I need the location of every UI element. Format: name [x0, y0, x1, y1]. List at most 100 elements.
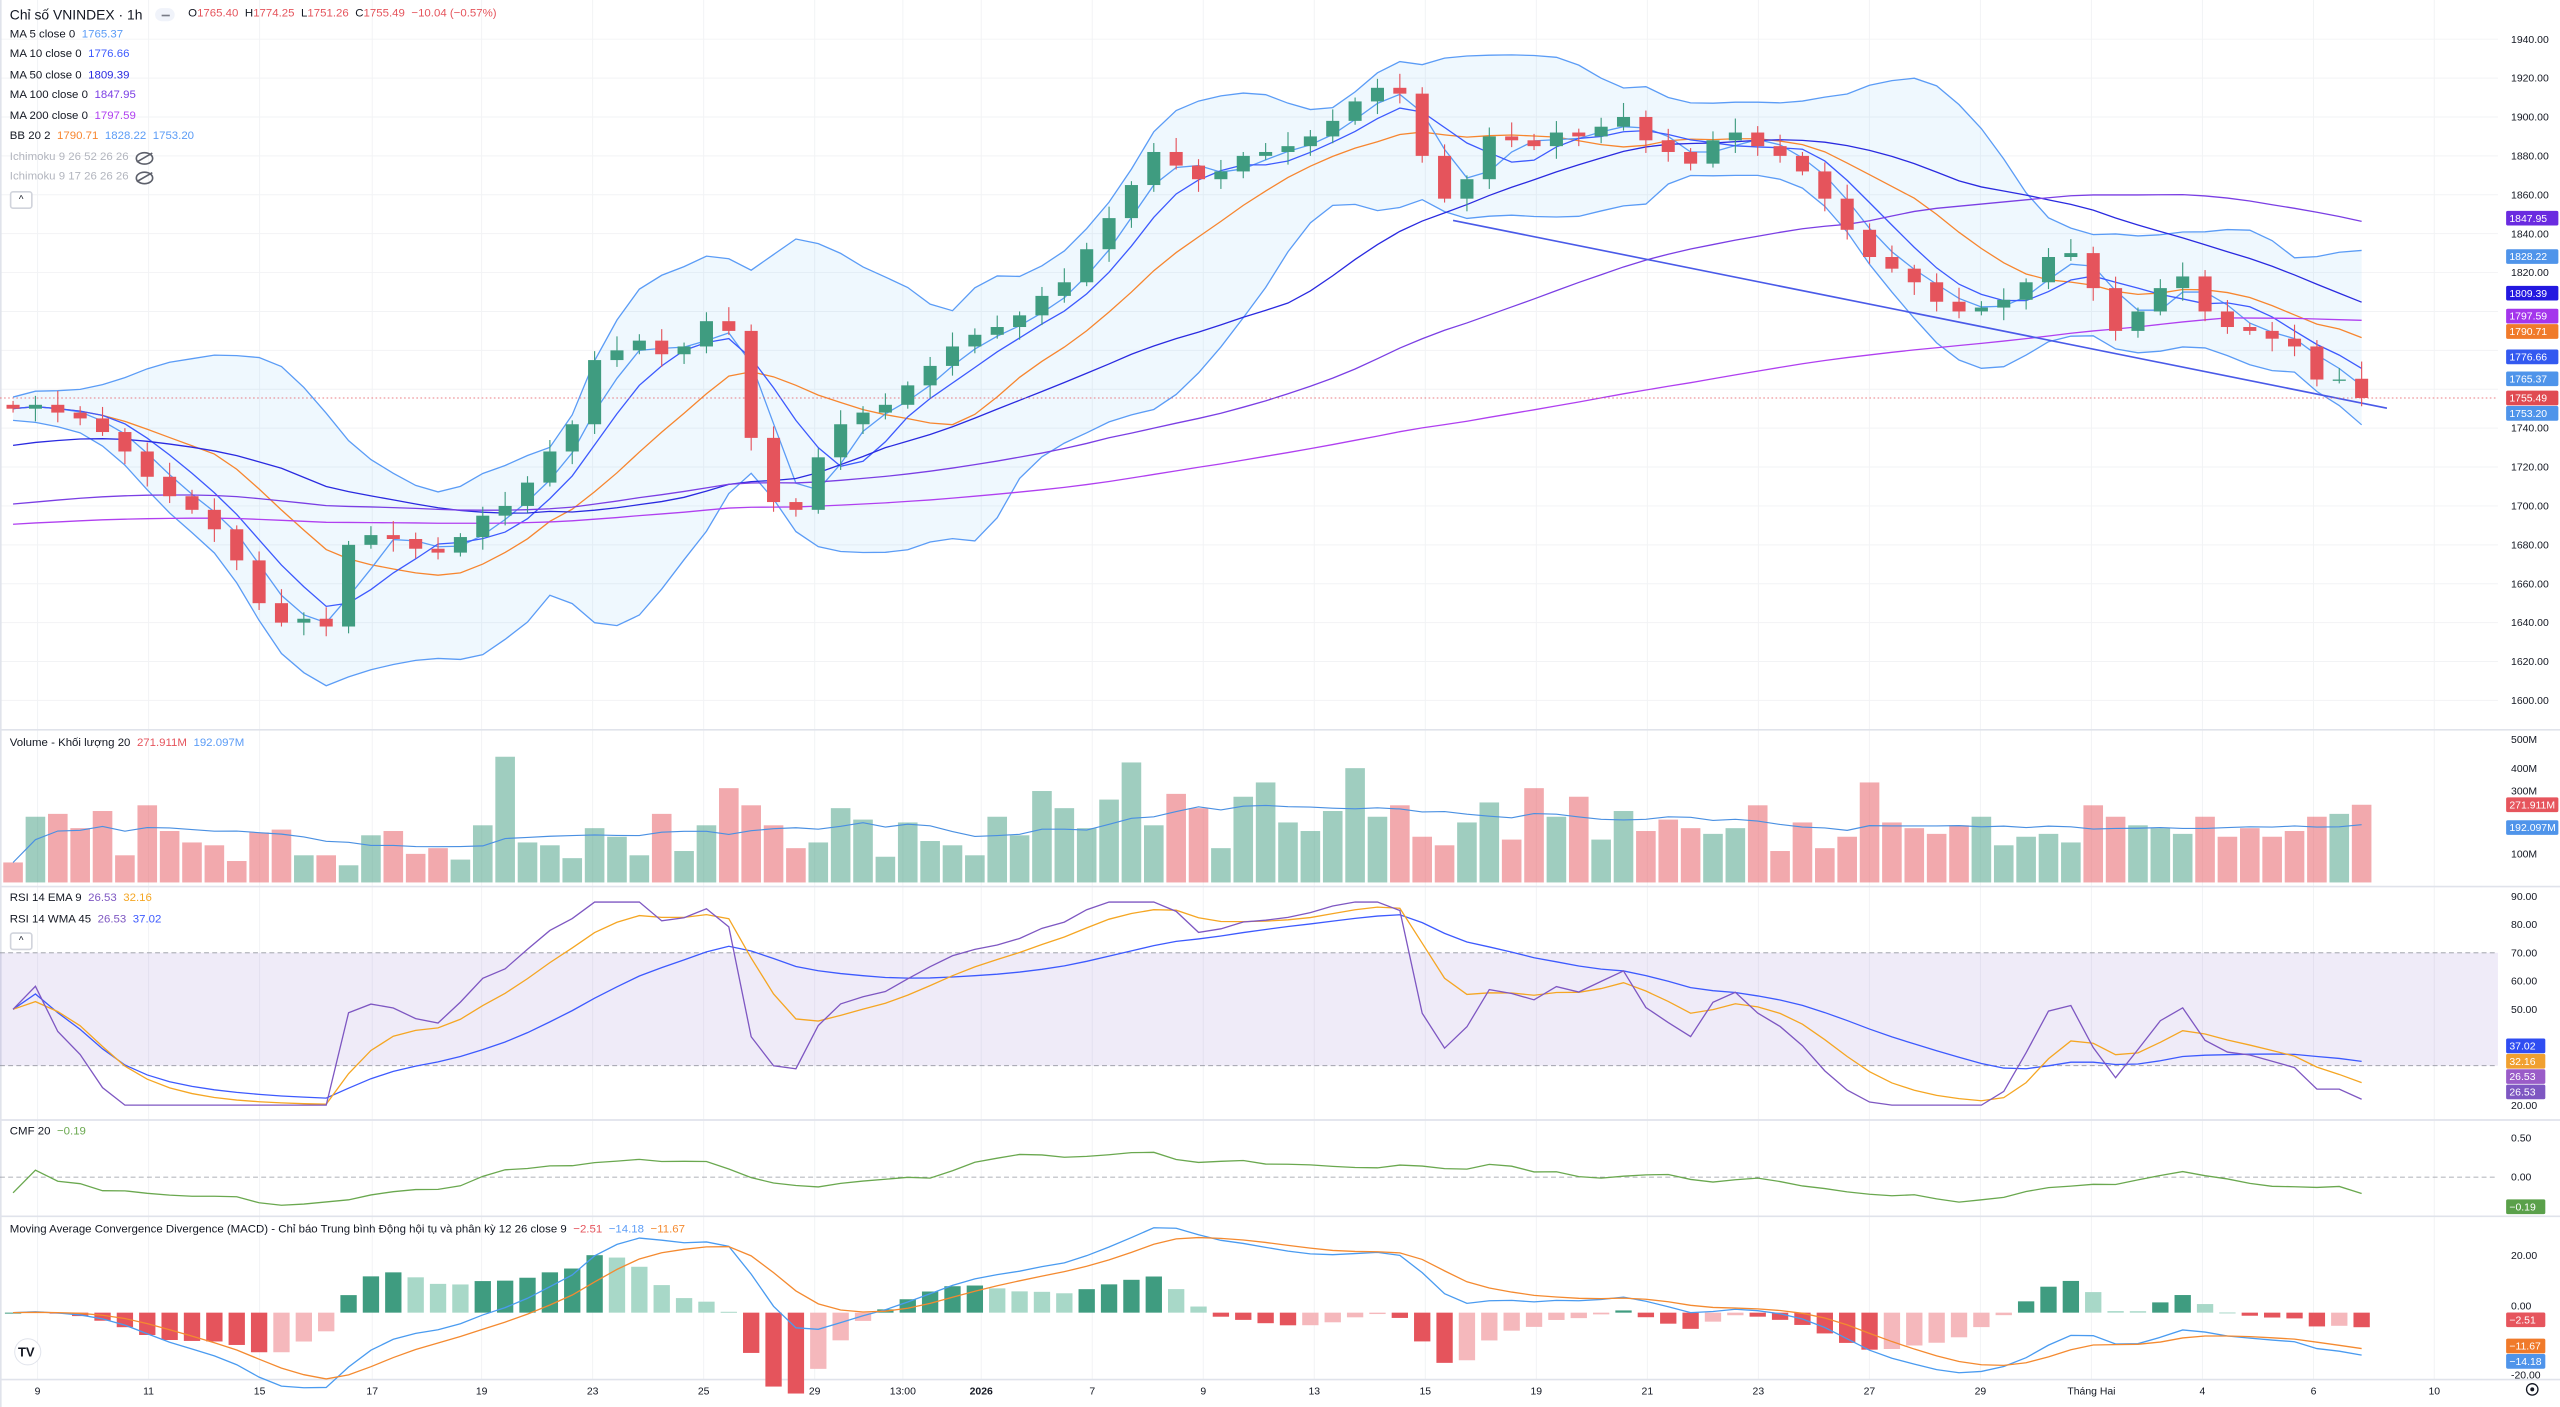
- macd-histogram-bar: [854, 1312, 872, 1321]
- rsi-pane[interactable]: [0, 901, 2498, 1106]
- macd-histogram-bar: [474, 1281, 491, 1313]
- volume-bar: [1658, 819, 1679, 883]
- candle: [923, 356, 937, 399]
- candle-body: [990, 327, 1004, 335]
- macd-histogram-bar: [1235, 1312, 1252, 1320]
- price-tick-label: 1860.00: [2511, 190, 2549, 201]
- macd-histogram-bar: [1056, 1293, 1073, 1313]
- candle-body: [1370, 87, 1384, 102]
- candle-body: [1795, 155, 1809, 172]
- candle: [1080, 242, 1094, 287]
- volume-bar: [1211, 848, 1231, 883]
- collapse-rsi-legend-button[interactable]: ^: [9, 932, 33, 951]
- badge-label: 1753.20: [2509, 409, 2547, 420]
- volume-bar: [450, 859, 471, 883]
- cmf-pane[interactable]: [0, 1151, 2498, 1206]
- hidden-eye-icon[interactable]: [135, 171, 154, 185]
- candle-body: [744, 330, 758, 438]
- macd-histogram-bar: [1637, 1312, 1655, 1318]
- indicator-ma5[interactable]: MA 5 close 0 1765.37: [9, 28, 124, 40]
- bollinger-band-fill: [13, 54, 2362, 686]
- candle: [1057, 268, 1071, 303]
- candle-body: [1415, 93, 1429, 156]
- macd-pane[interactable]: [4, 1227, 2370, 1394]
- candle-body: [1393, 87, 1407, 94]
- bollinger-upper-line: [12, 54, 2362, 493]
- volume-bar: [383, 831, 404, 883]
- price-axis[interactable]: 1940.00 1920.00 1900.00 1880.00 1860.00 1840.…: [2511, 35, 2549, 1382]
- indicator-ichimoku-1[interactable]: Ichimoku 9 26 52 26 26: [10, 148, 497, 168]
- collapse-legend-button[interactable]: ^: [9, 191, 33, 209]
- badge-bg: [2506, 349, 2559, 365]
- indicator-ma10[interactable]: MA 10 close 0 1776.66: [9, 48, 130, 61]
- cmf-legend[interactable]: CMF 20 −0.19: [9, 1126, 86, 1138]
- macd-legend[interactable]: Moving Average Convergence Divergence (M…: [9, 1224, 685, 1236]
- bollinger-lower-line: [13, 174, 2363, 687]
- macd-histogram-bar: [944, 1286, 961, 1313]
- candle-body: [2131, 311, 2145, 331]
- badge-label: −11.67: [2509, 1342, 2541, 1353]
- symbol-title[interactable]: Chỉ số VNINDEX · 1h: [9, 6, 143, 23]
- rsi-legend[interactable]: RSI 14 EMA 9 26.53 32.16 RSI 14 WMA 45 26.5…: [9, 893, 162, 925]
- badge-label: −14.18: [2509, 1357, 2541, 1368]
- candle-body: [230, 529, 244, 561]
- time-label: 6: [2311, 1386, 2317, 1397]
- price-tick-label: 1740.00: [2511, 424, 2549, 435]
- volume-bar: [1345, 768, 1365, 883]
- candle: [2064, 239, 2078, 261]
- candle-body: [1706, 140, 1720, 164]
- volume-bar: [115, 855, 135, 883]
- candle: [1863, 223, 1877, 264]
- volume-bar: [1054, 808, 1075, 883]
- bollinger-basis-line: [13, 131, 2362, 576]
- time-label: 23: [587, 1386, 599, 1397]
- candle: [118, 428, 132, 465]
- candle: [2198, 270, 2212, 322]
- volume-bar: [1322, 811, 1343, 883]
- candle-body: [1728, 132, 1742, 141]
- candle-body: [2176, 276, 2190, 289]
- indicator-ma100[interactable]: MA 100 close 0 1847.95: [9, 89, 136, 102]
- volume-bar: [1792, 822, 1813, 883]
- price-pane[interactable]: [0, 54, 2498, 687]
- volume-legend[interactable]: Volume - Khối lượng 20 271.911M 192.097M: [9, 737, 245, 750]
- hidden-eye-icon[interactable]: [135, 151, 154, 165]
- time-axis[interactable]: 9 11 15 17 19 23 25 29 13:00 2026 7 9 13 15 19 21 23 27 29…: [35, 1386, 2441, 1397]
- volume-bar: [1032, 791, 1052, 883]
- collapse-minus-icon[interactable]: [155, 8, 176, 22]
- volume-bar: [897, 822, 918, 883]
- candle: [409, 532, 423, 559]
- macd-histogram-bar: [631, 1266, 648, 1313]
- volume-bar: [316, 855, 336, 883]
- candle: [722, 307, 736, 335]
- symbol-header[interactable]: Chỉ số VNINDEX · 1h O1765.40 H1774.25 L1…: [10, 5, 497, 25]
- candle-body: [1259, 151, 1273, 156]
- time-label: 11: [143, 1386, 154, 1397]
- badge-bg: [2506, 1199, 2546, 1215]
- indicator-bb[interactable]: BB 20 2 1790.71 1828.22 1753.20: [9, 130, 195, 143]
- candle-body: [699, 321, 713, 347]
- indicator-ma50[interactable]: MA 50 close 0 1809.39: [9, 69, 130, 81]
- time-label: 25: [698, 1386, 710, 1397]
- candle-body: [2153, 288, 2167, 312]
- rsi-badge: 37.02: [2506, 1038, 2546, 1054]
- macd-histogram-bar: [1727, 1312, 1744, 1316]
- tradingview-logo[interactable]: TV: [14, 1338, 42, 1366]
- macd-histogram-bar: [1928, 1312, 1945, 1343]
- volume-bar: [1636, 831, 1656, 883]
- candle-body: [95, 418, 110, 433]
- indicator-ichimoku-2[interactable]: Ichimoku 9 17 26 26 26: [10, 168, 497, 188]
- volume-pane[interactable]: [3, 756, 2372, 883]
- candle: [1795, 151, 1809, 176]
- candle: [1952, 287, 1966, 319]
- macd-histogram-bar: [1660, 1312, 1677, 1324]
- indicator-ma200[interactable]: MA 200 close 0 1797.59: [9, 110, 136, 122]
- candle-body: [1907, 268, 1921, 283]
- settings-gear-icon[interactable]: [2525, 1383, 2539, 1396]
- volume-bar: [1076, 828, 1097, 883]
- volume-bar: [763, 825, 784, 883]
- volume-bar: [2217, 836, 2238, 883]
- time-label: 27: [1864, 1386, 1876, 1397]
